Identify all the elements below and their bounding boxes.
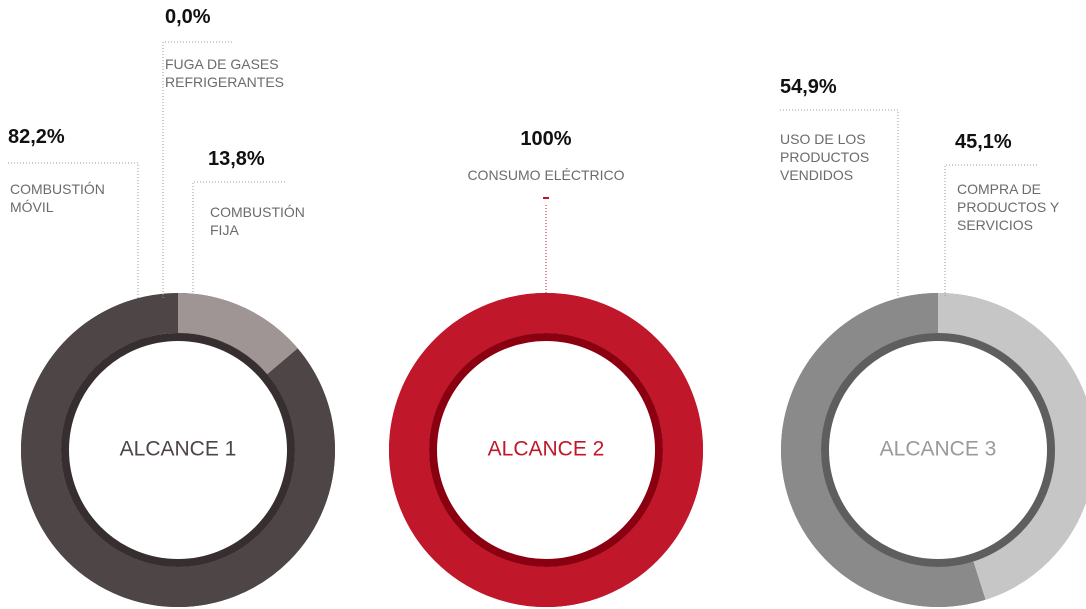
value-label: 13,8%	[208, 148, 265, 170]
ring-segment	[21, 293, 335, 607]
leader-line	[944, 164, 1037, 298]
ring-segment	[781, 293, 1086, 607]
category-label: USO DE LOS PRODUCTOS VENDIDOS	[780, 131, 870, 183]
center-label: ALCANCE 2	[488, 438, 605, 461]
category-label: COMBUSTIÓN FIJA	[210, 204, 305, 238]
leader-line	[780, 109, 899, 298]
inner-ring	[821, 333, 1055, 567]
center-label: ALCANCE 1	[120, 438, 237, 461]
inner-ring	[429, 333, 663, 567]
value-label: 54,9%	[780, 76, 837, 98]
value-label: 100%	[520, 128, 572, 150]
value-label: 45,1%	[955, 131, 1012, 153]
leader-line	[192, 181, 285, 298]
category-label: COMPRA DE PRODUCTOS Y SERVICIOS	[957, 181, 1059, 233]
center-label: ALCANCE 3	[880, 438, 997, 461]
category-label: COMBUSTIÓN MÓVIL	[10, 181, 105, 215]
leader-line	[8, 162, 139, 298]
value-label: 82,2%	[8, 126, 65, 148]
category-label: FUGA DE GASES REFRIGERANTES	[165, 56, 285, 90]
ring-segment	[389, 293, 703, 607]
category-label: CONSUMO ELÉCTRICO	[467, 167, 625, 183]
leader-line	[162, 41, 232, 298]
value-label: 0,0%	[165, 6, 211, 28]
inner-ring	[61, 333, 295, 567]
ring-segment	[21, 293, 335, 607]
